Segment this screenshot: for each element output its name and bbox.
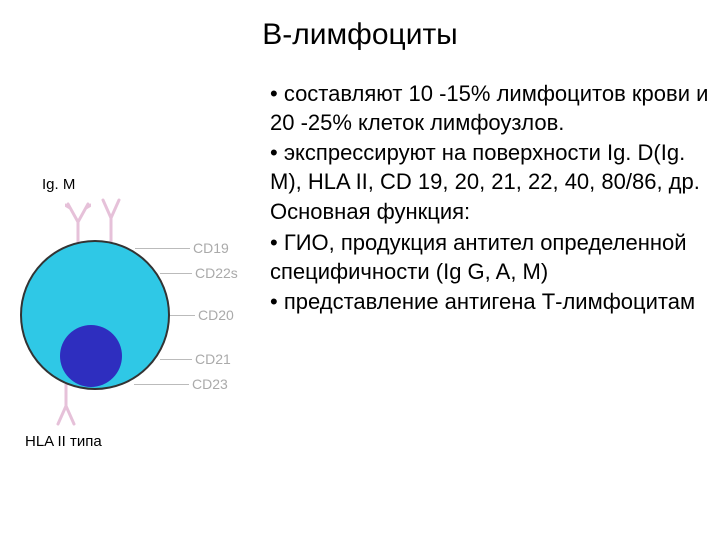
section-heading: Основная функция: bbox=[270, 198, 710, 227]
marker-line bbox=[134, 384, 189, 385]
cell-diagram: CD19 CD22s CD20 CD21 CD23 Ig. M HLA II т… bbox=[10, 140, 260, 480]
bullet-item: представление антигена Т-лимфоцитам bbox=[270, 288, 710, 317]
text-content: составляют 10 -15% лимфоцитов крови и 20… bbox=[270, 80, 710, 319]
marker-line bbox=[160, 359, 192, 360]
bullet-item: ГИО, продукция антител определенной спец… bbox=[270, 229, 710, 286]
bullet-item: экспрессируют на поверхности Ig. D(Ig. M… bbox=[270, 139, 710, 196]
cell-nucleus bbox=[60, 325, 122, 387]
marker-label-cd20: CD20 bbox=[198, 307, 234, 323]
marker-line bbox=[170, 315, 195, 316]
igm-label: Ig. M bbox=[42, 176, 75, 193]
hla-label: HLA II типа bbox=[25, 433, 102, 450]
receptor-icon bbox=[100, 198, 122, 244]
marker-line bbox=[160, 273, 192, 274]
receptor-hla-icon bbox=[55, 384, 77, 426]
marker-label-cd21: CD21 bbox=[195, 351, 231, 367]
marker-label-cd23: CD23 bbox=[192, 376, 228, 392]
marker-label-cd19: CD19 bbox=[193, 240, 229, 256]
marker-line bbox=[135, 248, 190, 249]
bullet-item: составляют 10 -15% лимфоцитов крови и 20… bbox=[270, 80, 710, 137]
slide-title: В-лимфоциты bbox=[0, 18, 720, 52]
marker-label-cd22s: CD22s bbox=[195, 265, 238, 281]
